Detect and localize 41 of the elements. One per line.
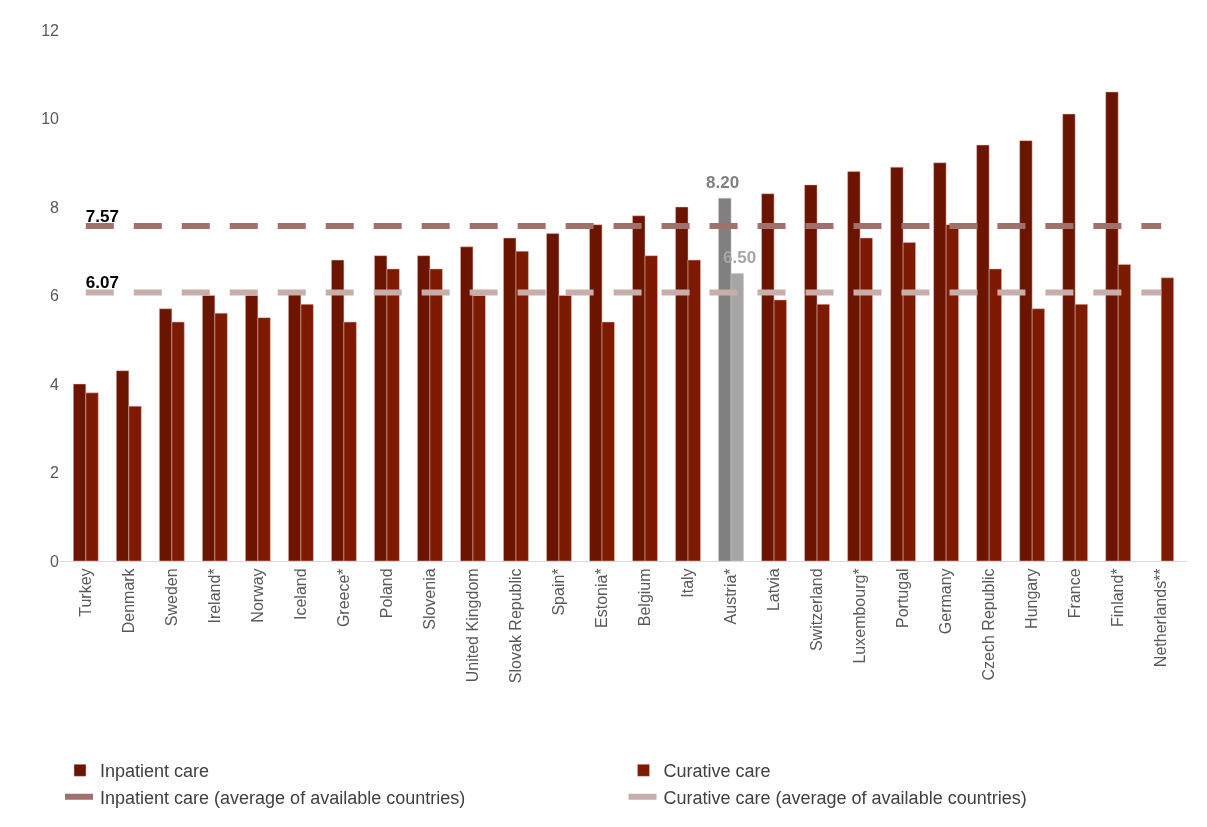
bar	[1160, 277, 1174, 561]
x-tick-label: Ireland*	[206, 568, 224, 624]
legend-label: Curative care (average of available countries)	[663, 787, 1027, 808]
x-tick-label: Italy	[679, 568, 697, 598]
legend-label: Curative care	[663, 761, 771, 782]
data-label: 6.07	[85, 273, 119, 293]
legend-label: Inpatient care (average of available countries)	[100, 787, 466, 808]
legend-label: Inpatient care	[100, 761, 210, 782]
x-tick-label: Norway	[249, 568, 267, 623]
x-tick-label: Germany	[937, 568, 955, 635]
x-tick-label: Netherlands**	[1152, 568, 1170, 668]
x-tick-label: France	[1066, 568, 1084, 619]
x-tick-label: Latvia	[765, 568, 783, 612]
x-tick-label: Hungary	[1023, 568, 1041, 629]
x-tick-label: Switzerland	[808, 568, 826, 652]
x-tick-label: Slovak Republic	[507, 568, 525, 684]
x-tick-label: Austria*	[722, 568, 740, 625]
x-tick-label: Sweden	[163, 568, 181, 627]
x-tick-label: Czech Republic	[980, 568, 998, 681]
y-tick-label: 4	[50, 375, 60, 393]
x-tick-label: Finland*	[1109, 568, 1127, 628]
x-tick-label: Slovenia	[421, 568, 439, 630]
x-tick-label: Estonia*	[593, 568, 611, 628]
y-tick-label: 2	[50, 464, 60, 482]
x-tick-label: Belgium	[636, 568, 654, 627]
x-tick-label: Spain*	[550, 568, 568, 616]
x-tick-label: Portugal	[894, 568, 912, 628]
x-tick-label: Poland	[378, 568, 396, 619]
x-tick-label: Turkey	[77, 568, 95, 617]
x-tick-label: Greece*	[335, 568, 353, 628]
data-label: 7.57	[85, 206, 119, 226]
x-tick-label: Iceland	[292, 568, 310, 620]
x-tick-label: Denmark	[120, 567, 138, 634]
x-tick-label: Luxembourg*	[851, 568, 869, 664]
data-label: 8.20	[706, 173, 740, 192]
y-tick-label: 0	[50, 552, 60, 570]
x-tick-label: United Kingdom	[464, 568, 482, 683]
y-tick-label: 6	[50, 287, 60, 305]
y-tick-label: 10	[41, 110, 60, 128]
y-tick-label: 8	[50, 198, 60, 216]
y-tick-label: 12	[41, 21, 60, 39]
